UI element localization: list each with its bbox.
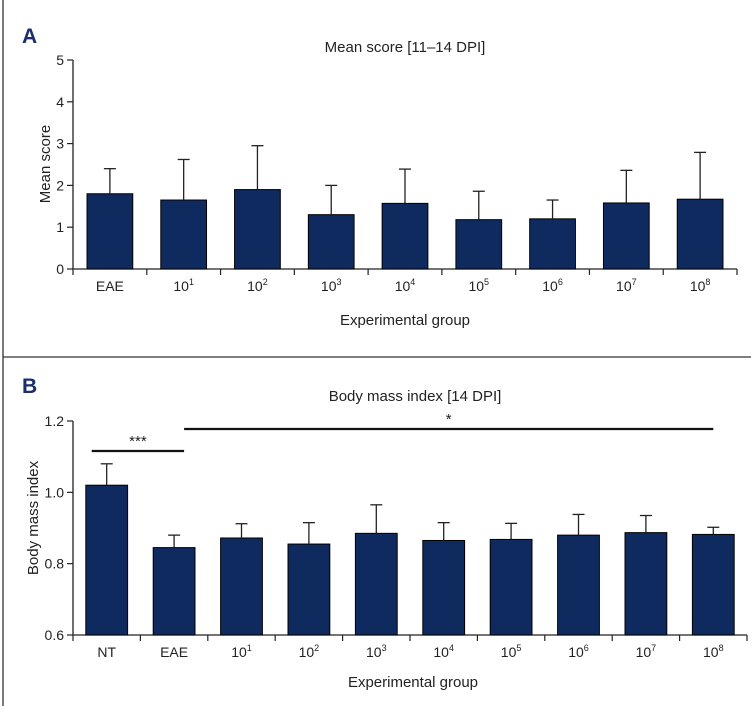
panel-b-plot-area: 0.6 0.8 1.0 1.2 NT EAE 101 102 103 104 105 106 107 10… <box>45 411 748 660</box>
panel-a-y-tick-label: 2 <box>56 177 64 193</box>
panel-b-y-tick-label: 1.0 <box>45 484 65 500</box>
panel-b-y-tick-label: 0.6 <box>45 627 65 643</box>
panel-a-x-tick-label: 105 <box>468 277 489 294</box>
panel-b: B Body mass index [14 DPI] Body mass ind… <box>22 375 748 691</box>
panel-b-y-tick-label: 1.2 <box>45 413 65 429</box>
panel-a-bar <box>381 202 429 270</box>
panel-a-bar <box>455 219 503 270</box>
panel-b-x-tick-label: 108 <box>703 643 724 660</box>
panel-a-x-tick-label: 108 <box>690 277 711 294</box>
panel-a-bar <box>676 198 724 270</box>
panel-a-x-tick-label: 106 <box>542 277 563 294</box>
panel-a-y-tick-label: 3 <box>56 136 64 152</box>
panel-b-bar <box>422 539 466 636</box>
panel-b-x-tick-label: 102 <box>299 643 320 660</box>
panel-a-x-tick-label: 102 <box>247 277 268 294</box>
panel-b-bar <box>354 532 398 636</box>
panel-b-title: Body mass index [14 DPI] <box>329 388 502 405</box>
panel-a-title: Mean score [11–14 DPI] <box>325 39 486 56</box>
panel-b-significance-label: * <box>446 411 452 428</box>
panel-b-x-tick-label: 103 <box>366 643 387 660</box>
panel-b-bar <box>287 543 331 636</box>
panel-b-bar <box>691 533 735 636</box>
panel-b-bar <box>489 538 533 636</box>
panel-a-x-tick-label: 101 <box>173 277 194 294</box>
panel-b-bar <box>152 547 196 636</box>
panel-a-y-tick-label: 5 <box>56 52 64 68</box>
panel-b-x-tick-label: 105 <box>501 643 522 660</box>
panel-b-x-tick-label: 101 <box>231 643 252 660</box>
panel-a-x-tick-label: 107 <box>616 277 637 294</box>
panel-b-y-tick-label: 0.8 <box>45 556 65 572</box>
panel-a-bar <box>86 193 134 270</box>
panel-a: A Mean score [11–14 DPI] Mean score Expe… <box>22 25 738 329</box>
panel-a-bar <box>602 202 650 270</box>
panel-b-x-tick-label: 107 <box>636 643 657 660</box>
panel-b-bar <box>85 484 129 636</box>
panel-a-bar <box>234 189 281 270</box>
panel-a-y-tick-label: 1 <box>56 219 64 235</box>
panel-a-x-tick-label: EAE <box>96 278 124 294</box>
panel-a-bar <box>160 199 208 270</box>
panel-b-x-axis-label: Experimental group <box>348 674 478 691</box>
panel-a-y-tick-label: 4 <box>56 94 64 110</box>
panel-a-letter: A <box>22 25 37 48</box>
panel-b-y-axis-label: Body mass index <box>25 460 42 575</box>
panel-a-bar <box>307 214 355 270</box>
panel-b-x-tick-label: EAE <box>160 644 188 660</box>
panel-b-bar <box>220 537 263 636</box>
panel-a-x-axis-label: Experimental group <box>340 312 470 329</box>
panel-b-x-tick-label: NT <box>97 644 116 660</box>
panel-a-x-tick-label: 103 <box>321 277 342 294</box>
panel-a-y-axis-label: Mean score <box>37 125 54 203</box>
panel-b-letter: B <box>22 375 37 398</box>
panel-a-y-tick-label: 0 <box>56 261 64 277</box>
panel-b-x-tick-label: 104 <box>433 643 454 660</box>
panel-a-x-tick-label: 104 <box>395 277 416 294</box>
panel-a-bar <box>529 218 576 270</box>
panel-b-bar <box>624 532 668 636</box>
panel-a-plot-area: 0 1 2 3 4 5 EAE 101 102 103 104 105 106 107 108 <box>56 52 738 294</box>
panel-b-significance-label: *** <box>129 433 147 450</box>
panel-b-bar <box>557 534 600 636</box>
panel-b-x-tick-label: 106 <box>568 643 589 660</box>
